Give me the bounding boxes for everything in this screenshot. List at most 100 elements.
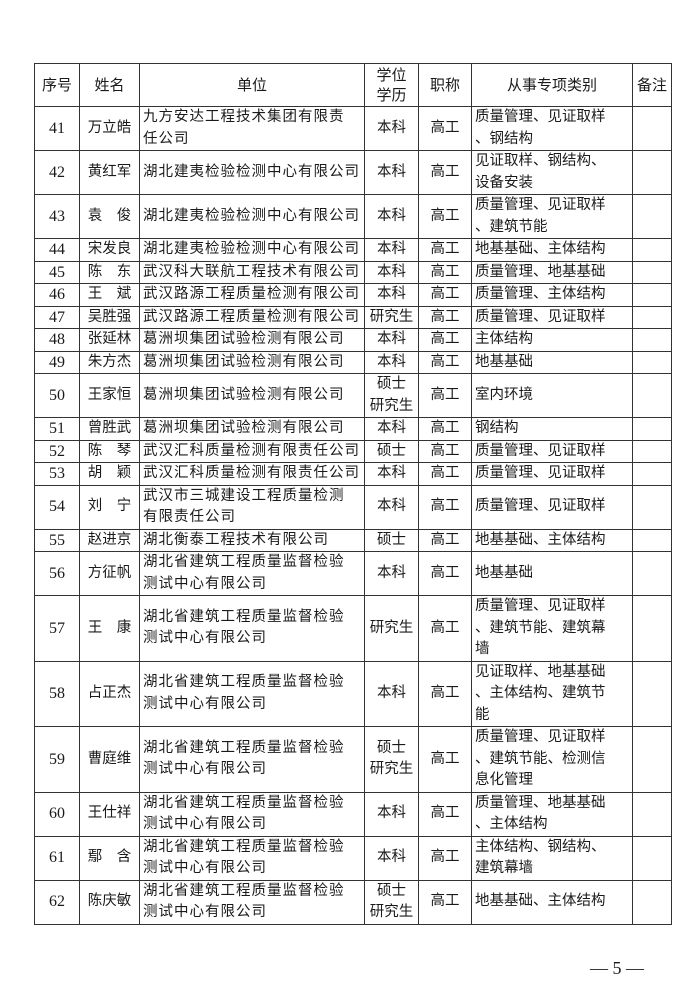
table-row: 42 黄红军 湖北建夷检验检测中心有限公司 本科 高工 见证取样、钢结构、 设备安装 — [34, 150, 672, 195]
degree-cell: 本科 — [364, 417, 419, 441]
degree-cell: 本科 — [364, 106, 419, 151]
table-row: 49 朱方杰 葛洲坝集团试验检测有限公司 本科 高工 地基基础 — [34, 350, 672, 374]
table-row: 60 王仕祥 湖北省建筑工程质量监督检验 测试中心有限公司 本科 高工 质量管理、地基基础… — [34, 791, 672, 837]
serial-cell: 50 — [34, 373, 80, 418]
personnel-table: 序号 姓名 单位 学位 学历 职称 从事专项类别 备注 41 万立皓 九方安达工程技… — [34, 63, 672, 925]
table-row: 62 陈庆敏 湖北省建筑工程质量监督检验 测试中心有限公司 硕士 研究生 高工 地基基础、… — [34, 879, 672, 925]
name-cell: 万立皓 — [79, 106, 140, 151]
title-cell: 高工 — [418, 417, 472, 441]
serial-cell: 62 — [34, 879, 80, 925]
table-row: 53 胡 颖武汉汇科质量检测有限责任公司 本科 高工 质量管理、见证取样 — [34, 462, 672, 486]
remark-cell — [632, 551, 672, 596]
remark-cell — [632, 194, 672, 239]
remark-cell — [632, 726, 672, 793]
categories-cell: 质量管理、见证取样 、建筑节能、检测信 息化管理 — [471, 726, 633, 793]
remark-cell — [632, 106, 672, 151]
serial-cell: 60 — [34, 791, 80, 837]
table-row: 43 袁 俊湖北建夷检验检测中心有限公司 本科 高工 质量管理、见证取样 、建筑节能 — [34, 194, 672, 239]
remark-cell — [632, 660, 672, 727]
table-row: 61 鄢 含湖北省建筑工程质量监督检验 测试中心有限公司 本科 高工 主体结构、钢结构、… — [34, 835, 672, 881]
remark-cell — [632, 595, 672, 662]
name-cell: 王 斌 — [79, 283, 140, 307]
table-row: 58 占正杰 湖北省建筑工程质量监督检验 测试中心有限公司 本科 高工 见证取样、地基基础… — [34, 660, 672, 727]
header-remark: 备注 — [632, 63, 672, 107]
degree-cell: 本科 — [364, 238, 419, 262]
serial-cell: 49 — [34, 350, 80, 374]
unit-cell: 湖北衡泰工程技术有限公司 — [139, 528, 365, 552]
degree-cell: 本科 — [364, 551, 419, 596]
name-cell: 赵进京 — [79, 528, 140, 552]
unit-cell: 湖北省建筑工程质量监督检验 测试中心有限公司 — [139, 835, 365, 881]
remark-cell — [632, 373, 672, 418]
unit-cell: 武汉路源工程质量检测有限公司 — [139, 305, 365, 329]
categories-cell: 质量管理、地基基础 、主体结构 — [471, 791, 633, 837]
name-cell: 黄红军 — [79, 150, 140, 195]
header-unit: 单位 — [139, 63, 365, 107]
header-categories: 从事专项类别 — [471, 63, 633, 107]
categories-cell: 室内环境 — [471, 373, 633, 418]
table-row: 56 方征帆 湖北省建筑工程质量监督检验 测试中心有限公司 本科 高工 地基基础 — [34, 551, 672, 596]
remark-cell — [632, 484, 672, 530]
table-row: 41 万立皓 九方安达工程技术集团有限责 任公司 本科 高工 质量管理、见证取样 、钢结构 — [34, 106, 672, 151]
title-cell: 高工 — [418, 835, 472, 881]
categories-cell: 质量管理、见证取样 — [471, 439, 633, 463]
name-cell: 张延林 — [79, 328, 140, 352]
title-cell: 高工 — [418, 595, 472, 662]
degree-cell: 本科 — [364, 660, 419, 727]
degree-cell: 本科 — [364, 835, 419, 881]
unit-cell: 葛洲坝集团试验检测有限公司 — [139, 350, 365, 374]
title-cell: 高工 — [418, 150, 472, 195]
name-cell: 刘 宁 — [79, 484, 140, 530]
header-serial: 序号 — [34, 63, 80, 107]
header-degree: 学位 学历 — [364, 63, 419, 107]
name-cell: 王 康 — [79, 595, 140, 662]
categories-cell: 质量管理、见证取样 — [471, 484, 633, 530]
unit-cell: 湖北省建筑工程质量监督检验 测试中心有限公司 — [139, 879, 365, 925]
unit-cell: 湖北建夷检验检测中心有限公司 — [139, 238, 365, 262]
degree-cell: 硕士 研究生 — [364, 879, 419, 925]
categories-cell: 地基基础 — [471, 350, 633, 374]
categories-cell: 质量管理、见证取样 — [471, 305, 633, 329]
name-cell: 朱方杰 — [79, 350, 140, 374]
categories-cell: 质量管理、主体结构 — [471, 283, 633, 307]
unit-cell: 武汉汇科质量检测有限责任公司 — [139, 462, 365, 486]
title-cell: 高工 — [418, 328, 472, 352]
title-cell: 高工 — [418, 305, 472, 329]
title-cell: 高工 — [418, 238, 472, 262]
unit-cell: 武汉市三城建设工程质量检测 有限责任公司 — [139, 484, 365, 530]
remark-cell — [632, 417, 672, 441]
unit-cell: 湖北省建筑工程质量监督检验 测试中心有限公司 — [139, 660, 365, 727]
serial-cell: 43 — [34, 194, 80, 239]
remark-cell — [632, 462, 672, 486]
title-cell: 高工 — [418, 528, 472, 552]
name-cell: 陈 东 — [79, 260, 140, 284]
remark-cell — [632, 879, 672, 925]
serial-cell: 48 — [34, 328, 80, 352]
name-cell: 胡 颖 — [79, 462, 140, 486]
table-row: 52 陈 琴武汉汇科质量检测有限责任公司 硕士 高工 质量管理、见证取样 — [34, 439, 672, 463]
serial-cell: 56 — [34, 551, 80, 596]
table-row: 48 张延林 葛洲坝集团试验检测有限公司 本科 高工 主体结构 — [34, 328, 672, 352]
categories-cell: 质量管理、见证取样 — [471, 462, 633, 486]
page-number: — 5 — — [590, 958, 644, 978]
name-cell: 袁 俊 — [79, 194, 140, 239]
title-cell: 高工 — [418, 106, 472, 151]
serial-cell: 61 — [34, 835, 80, 881]
remark-cell — [632, 305, 672, 329]
unit-cell: 九方安达工程技术集团有限责 任公司 — [139, 106, 365, 151]
table-row: 59 曹庭维 湖北省建筑工程质量监督检验 测试中心有限公司 硕士 研究生 高工 质量管理、… — [34, 726, 672, 793]
serial-cell: 52 — [34, 439, 80, 463]
title-cell: 高工 — [418, 726, 472, 793]
degree-cell: 本科 — [364, 283, 419, 307]
degree-cell: 硕士 研究生 — [364, 373, 419, 418]
categories-cell: 见证取样、钢结构、 设备安装 — [471, 150, 633, 195]
serial-cell: 59 — [34, 726, 80, 793]
degree-cell: 硕士 研究生 — [364, 726, 419, 793]
table-row: 46 王 斌武汉路源工程质量检测有限公司 本科 高工 质量管理、主体结构 — [34, 283, 672, 307]
unit-cell: 湖北省建筑工程质量监督检验 测试中心有限公司 — [139, 791, 365, 837]
serial-cell: 46 — [34, 283, 80, 307]
degree-cell: 本科 — [364, 150, 419, 195]
name-cell: 曾胜武 — [79, 417, 140, 441]
title-cell: 高工 — [418, 462, 472, 486]
serial-cell: 47 — [34, 305, 80, 329]
